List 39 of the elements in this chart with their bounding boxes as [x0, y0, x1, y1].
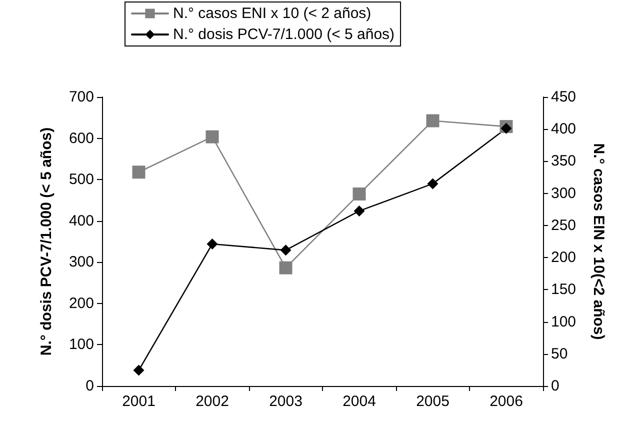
x-tick-label: 2004	[342, 393, 376, 410]
point	[354, 205, 365, 216]
point	[427, 178, 438, 190]
x-tick-label: 2002	[196, 393, 229, 410]
y-tick-label: 100	[68, 336, 94, 354]
y2-tick-label: 0	[551, 378, 560, 394]
y2-tick-label: 300	[551, 184, 576, 202]
y-tick-label: 700	[68, 88, 94, 106]
y-tick-label: 200	[68, 294, 94, 312]
legend-label: N.° dosis PCV-7/1.000 (< 5 años)	[173, 26, 395, 43]
y2-tick-label: 100	[551, 313, 576, 330]
y2-tick-label: 250	[551, 216, 576, 234]
y-tick-label: 600	[68, 130, 94, 147]
y-tick-label: 500	[68, 171, 94, 188]
y2-axis-title: N.° casos EIN x 10(<2 años)	[590, 143, 607, 340]
point	[280, 244, 292, 256]
y2-tick-label: 50	[551, 345, 568, 362]
y-axis-title: N.° dosis PCV-7/1.000 (< 5 años)	[38, 127, 55, 356]
y2-tick-label: 450	[551, 88, 576, 106]
y-tick-label: 400	[68, 212, 94, 230]
point	[206, 130, 219, 144]
x-tick-label: 2006	[490, 393, 523, 410]
y-tick-label: 0	[86, 378, 94, 394]
y2-tick-label: 150	[551, 281, 576, 298]
point	[352, 187, 366, 200]
x-tick-label: 2005	[416, 393, 450, 410]
point	[426, 114, 440, 128]
point	[279, 261, 292, 274]
y2-tick-label: 200	[551, 249, 576, 266]
y2-tick-label: 350	[551, 152, 576, 170]
point	[206, 238, 218, 250]
legend-label: N.° casos ENI x 10 (< 2 años)	[173, 5, 372, 22]
y-tick-label: 300	[68, 254, 94, 271]
x-tick-label: 2001	[122, 393, 156, 410]
y2-tick-label: 400	[551, 120, 576, 138]
point	[133, 364, 144, 376]
point	[500, 122, 512, 134]
x-tick-label: 2003	[269, 393, 302, 410]
point	[132, 166, 146, 179]
